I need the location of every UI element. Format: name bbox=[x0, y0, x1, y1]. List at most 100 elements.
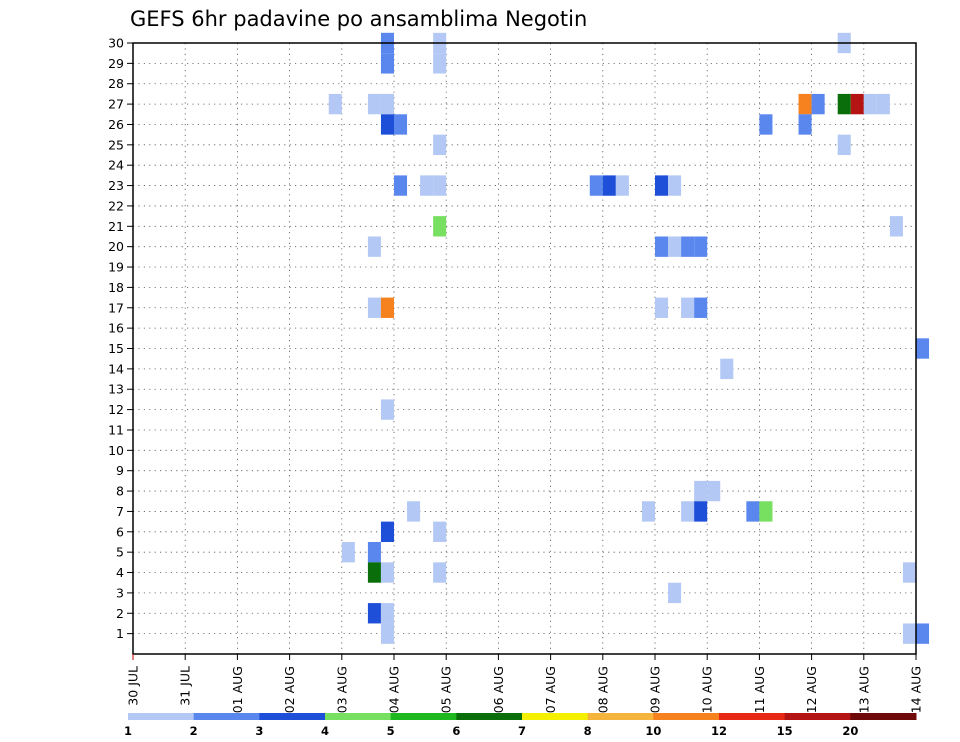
chart-title: GEFS 6hr padavine po ansamblima Negotin bbox=[130, 7, 587, 31]
legend-label: 12 bbox=[711, 724, 727, 738]
legend-label: 5 bbox=[387, 724, 395, 738]
precip-cell bbox=[850, 93, 864, 115]
y-tick-label: 2 bbox=[116, 606, 124, 621]
y-tick-label: 24 bbox=[108, 158, 124, 173]
legend-swatch bbox=[784, 713, 851, 720]
x-tick-label: 11 AUG bbox=[752, 666, 767, 713]
precip-cell bbox=[837, 134, 851, 156]
precip-cell bbox=[380, 114, 394, 135]
y-tick-label: 29 bbox=[108, 56, 124, 71]
x-tick-label: 30 JUL bbox=[126, 666, 141, 706]
y-tick-label: 17 bbox=[108, 300, 124, 315]
precip-cell bbox=[759, 501, 773, 522]
x-tick-label: 13 AUG bbox=[856, 666, 871, 713]
precip-cell bbox=[367, 562, 381, 583]
precip-cell bbox=[694, 297, 708, 318]
x-tick-label: 02 AUG bbox=[282, 666, 297, 713]
precip-cell bbox=[380, 93, 394, 115]
precip-cell bbox=[902, 562, 916, 583]
precip-cell bbox=[720, 358, 734, 380]
legend-swatch bbox=[587, 713, 654, 720]
y-tick-label: 22 bbox=[108, 198, 124, 213]
legend-label: 20 bbox=[842, 724, 858, 738]
precip-cell bbox=[655, 297, 669, 318]
precip-cell bbox=[889, 216, 903, 237]
precip-cell bbox=[433, 175, 447, 196]
legend-label: 8 bbox=[584, 724, 592, 738]
x-tick-label: 03 AUG bbox=[334, 666, 349, 713]
y-tick-label: 30 bbox=[108, 36, 124, 51]
precip-cell bbox=[681, 501, 695, 522]
precip-cell bbox=[837, 93, 851, 115]
precip-cell bbox=[863, 93, 877, 115]
precip-cell bbox=[589, 175, 603, 196]
x-tick-label: 04 AUG bbox=[387, 666, 402, 713]
y-tick-label: 3 bbox=[116, 585, 124, 600]
precip-cell bbox=[759, 114, 773, 135]
y-tick-label: 10 bbox=[108, 443, 124, 458]
x-tick-label: 05 AUG bbox=[439, 666, 454, 713]
precip-cell bbox=[380, 521, 394, 542]
precip-cell bbox=[380, 623, 394, 644]
precip-cell bbox=[707, 480, 721, 502]
y-tick-label: 13 bbox=[108, 382, 124, 397]
precip-cell bbox=[420, 175, 434, 196]
precip-cell bbox=[681, 297, 695, 318]
y-tick-label: 15 bbox=[108, 341, 124, 356]
precip-cell bbox=[380, 297, 394, 318]
precip-cell bbox=[916, 338, 930, 359]
precip-cell bbox=[341, 541, 355, 563]
y-tick-label: 16 bbox=[108, 321, 124, 336]
precip-cell bbox=[394, 175, 408, 196]
legend-swatch bbox=[456, 713, 523, 720]
precip-cell bbox=[394, 114, 408, 135]
precip-cell bbox=[746, 501, 760, 522]
precip-cell bbox=[433, 562, 447, 583]
x-tick-label: 06 AUG bbox=[491, 666, 506, 713]
legend-label: 1 bbox=[124, 724, 132, 738]
precip-cell bbox=[380, 53, 394, 74]
precip-cell bbox=[367, 541, 381, 563]
legend: 1 2 3 4 5 6 7 8 10 12 15 20 bbox=[124, 713, 917, 738]
precip-cell bbox=[602, 175, 616, 196]
y-tick-label: 6 bbox=[116, 524, 124, 539]
x-tick-label: 12 AUG bbox=[804, 666, 819, 713]
y-tick-label: 19 bbox=[108, 260, 124, 275]
precip-cell bbox=[433, 216, 447, 237]
y-tick-label: 18 bbox=[108, 280, 124, 295]
precip-cell bbox=[641, 501, 655, 522]
legend-swatch bbox=[128, 713, 195, 720]
legend-swatch bbox=[522, 713, 589, 720]
legend-swatch bbox=[719, 713, 786, 720]
x-tick-label: 31 JUL bbox=[178, 666, 193, 706]
legend-label: 7 bbox=[518, 724, 526, 738]
x-tick-label: 14 AUG bbox=[909, 666, 924, 713]
legend-swatch bbox=[193, 713, 260, 720]
precip-cell bbox=[367, 236, 381, 257]
precip-cell bbox=[876, 93, 890, 115]
precip-cell bbox=[668, 175, 682, 196]
legend-swatch bbox=[390, 713, 457, 720]
precip-cell bbox=[798, 114, 812, 135]
y-tick-label: 27 bbox=[108, 97, 124, 112]
legend-swatch bbox=[325, 713, 392, 720]
precip-cell bbox=[668, 236, 682, 257]
legend-swatch bbox=[653, 713, 720, 720]
precip-cell bbox=[367, 93, 381, 115]
y-tick-label: 21 bbox=[108, 219, 124, 234]
precip-cell bbox=[655, 236, 669, 257]
precip-cell bbox=[615, 175, 629, 196]
y-tick-label: 9 bbox=[116, 463, 124, 478]
legend-label: 2 bbox=[190, 724, 198, 738]
precip-cell bbox=[681, 236, 695, 257]
legend-label: 15 bbox=[777, 724, 793, 738]
precip-cell bbox=[433, 521, 447, 542]
precip-cell bbox=[694, 236, 708, 257]
precip-cell bbox=[655, 175, 669, 196]
x-axis-ticks: 30 JUL 31 JUL 01 AUG 02 AUG 03 AUG 04 AUG 05 A… bbox=[126, 654, 924, 713]
precip-cell bbox=[668, 582, 682, 604]
legend-label: 6 bbox=[452, 724, 460, 738]
precip-cell bbox=[811, 93, 825, 115]
y-tick-label: 12 bbox=[108, 402, 124, 417]
y-tick-label: 4 bbox=[116, 565, 124, 580]
